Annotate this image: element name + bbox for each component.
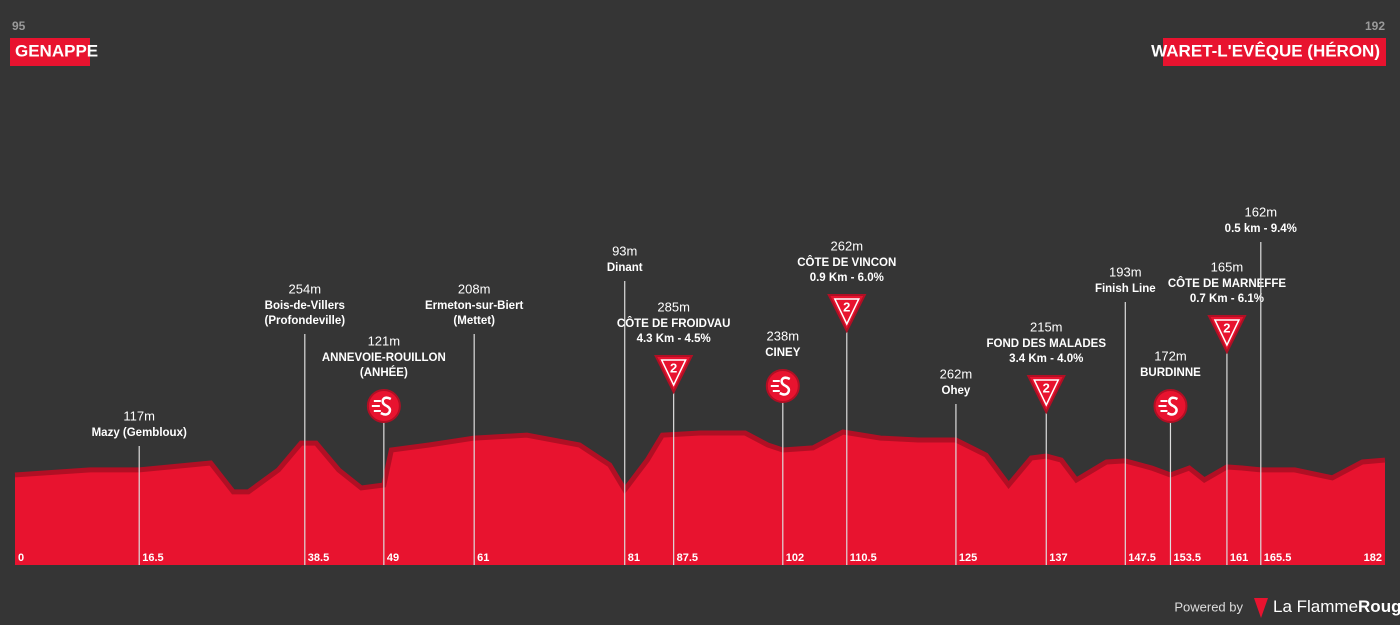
elevation-area xyxy=(15,432,1385,565)
waypoint-elevation: 262m xyxy=(940,366,973,381)
waypoint-label: 3.4 Km - 4.0% xyxy=(1009,353,1083,365)
waypoint-elevation: 165m xyxy=(1211,259,1244,274)
waypoint-label: 0.7 Km - 6.1% xyxy=(1190,293,1264,305)
sprint-lines xyxy=(770,380,780,392)
x-tick-label: 125 xyxy=(959,552,977,564)
x-tick-label: 110.5 xyxy=(850,552,877,564)
waypoint-label: Bois-de-Villers xyxy=(265,300,345,312)
waypoint-label: CINEY xyxy=(765,347,800,359)
waypoint-label: Ermeton-sur-Biert xyxy=(425,300,524,312)
sprint-icon xyxy=(765,369,800,403)
x-tick-label: 153.5 xyxy=(1173,552,1201,564)
brand-name: La Flamme xyxy=(1273,597,1358,616)
sprint-lines xyxy=(371,400,381,412)
waypoint-elevation: 162m xyxy=(1245,204,1278,219)
climb-inner xyxy=(1033,379,1060,407)
sprint-s xyxy=(779,376,791,396)
waypoint-label: 4.3 Km - 4.5% xyxy=(637,333,711,345)
waypoint-elevation: 262m xyxy=(831,238,864,253)
x-tick-label: 38.5 xyxy=(308,552,329,564)
x-tick-label: 87.5 xyxy=(677,552,698,564)
finish-name: WARET-L'EVÊQUE (HÉRON) xyxy=(1151,41,1380,60)
waypoint-label: ANNEVOIE-ROUILLON xyxy=(322,352,446,364)
waypoint-elevation: 208m xyxy=(458,281,491,296)
brand: La FlammeRouge xyxy=(1273,597,1400,616)
finish-elevation: 192 xyxy=(1365,19,1385,33)
x-tick-label: 61 xyxy=(477,552,489,564)
x-tick-label: 165.5 xyxy=(1264,552,1292,564)
x-tick-label: 147.5 xyxy=(1128,552,1156,564)
sprint-icon xyxy=(1153,389,1188,423)
climb-category: 2 xyxy=(1223,320,1230,335)
waypoint-label: CÔTE DE MARNEFFE xyxy=(1168,277,1287,290)
waypoint-elevation: 238m xyxy=(767,328,800,343)
sprint-icon xyxy=(366,389,401,423)
sprint-lines xyxy=(1158,400,1168,412)
climb-inner xyxy=(660,359,687,387)
waypoint-label: CÔTE DE FROIDVAU xyxy=(617,317,731,330)
climb-category: 2 xyxy=(1043,380,1050,395)
start-elevation: 95 xyxy=(12,19,26,33)
sprint-s xyxy=(380,396,392,416)
x-tick-label: 182 xyxy=(1364,552,1382,564)
waypoint-label: 0.9 Km - 6.0% xyxy=(810,272,884,284)
waypoint-elevation: 172m xyxy=(1154,348,1187,363)
waypoint-label: (Mettet) xyxy=(453,315,495,327)
climb-inner xyxy=(1213,319,1241,347)
x-tick-label: 49 xyxy=(387,552,399,564)
sprint-s xyxy=(1166,396,1179,416)
x-tick-label: 161 xyxy=(1230,552,1248,564)
waypoint-label: FOND DES MALADES xyxy=(987,338,1107,350)
x-tick-label: 102 xyxy=(786,552,804,564)
waypoint-elevation: 121m xyxy=(368,333,401,348)
x-tick-label: 16.5 xyxy=(142,552,163,564)
waypoint-label: Mazy (Gembloux) xyxy=(92,427,187,439)
start-box xyxy=(10,38,90,66)
waypoint-label: CÔTE DE VINCON xyxy=(797,256,896,269)
waypoint-label: Finish Line xyxy=(1095,283,1156,295)
climb-category: 2 xyxy=(670,360,677,375)
finish-box xyxy=(1163,38,1386,66)
powered-by: Powered by xyxy=(1174,599,1243,614)
waypoint-elevation: 285m xyxy=(657,299,690,314)
start-name: GENAPPE xyxy=(15,41,98,60)
brand-logo xyxy=(1254,598,1268,618)
climb-category: 2 xyxy=(843,299,850,314)
x-tick-label: 81 xyxy=(628,552,640,564)
waypoint-label: BURDINNE xyxy=(1140,367,1201,379)
x-tick-label: 137 xyxy=(1049,552,1067,564)
waypoint-label: (ANHÉE) xyxy=(360,366,408,379)
waypoint-label: 0.5 km - 9.4% xyxy=(1225,223,1297,235)
waypoint-elevation: 93m xyxy=(612,243,637,258)
waypoint-label: (Profondeville) xyxy=(265,315,346,327)
brand-name-bold: Rouge xyxy=(1358,597,1400,616)
x-tick-label: 0 xyxy=(18,552,24,564)
climb-inner xyxy=(833,298,860,326)
waypoint-elevation: 193m xyxy=(1109,264,1142,279)
waypoint-elevation: 215m xyxy=(1030,319,1063,334)
waypoint-label: Ohey xyxy=(942,385,971,397)
waypoint-elevation: 117m xyxy=(123,408,155,423)
waypoint-elevation: 254m xyxy=(289,281,322,296)
waypoint-label: Dinant xyxy=(607,262,643,274)
